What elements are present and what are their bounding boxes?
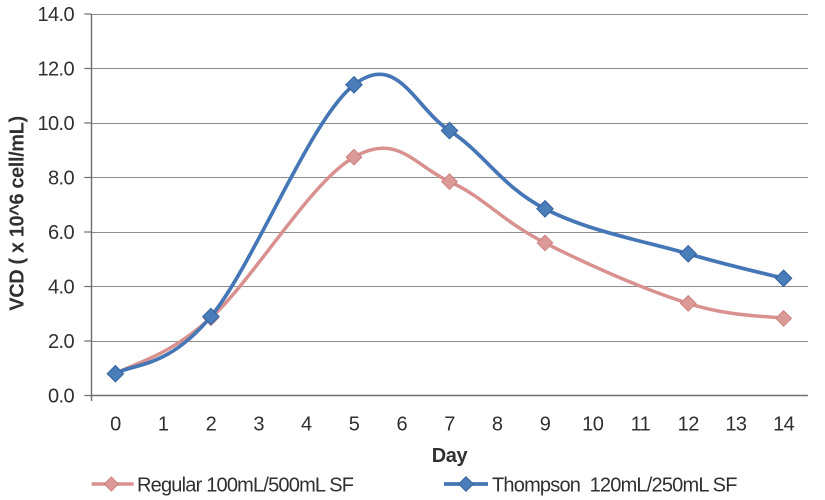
svg-text:Thompson 120mL/250mL SF: Thompson 120mL/250mL SF <box>492 475 737 497</box>
svg-text:Day: Day <box>432 445 469 467</box>
svg-text:3: 3 <box>253 413 264 435</box>
svg-text:10.0: 10.0 <box>37 113 74 135</box>
svg-text:14.0: 14.0 <box>37 4 74 26</box>
svg-text:6: 6 <box>397 413 408 435</box>
svg-text:1: 1 <box>158 413 169 435</box>
svg-text:14: 14 <box>773 413 795 435</box>
svg-text:VCD ( x 10^6 cell/mL): VCD ( x 10^6 cell/mL) <box>7 116 29 310</box>
svg-text:5: 5 <box>349 413 360 435</box>
svg-text:0: 0 <box>110 413 121 435</box>
svg-text:0.0: 0.0 <box>48 385 74 407</box>
svg-text:2.0: 2.0 <box>48 331 74 353</box>
svg-text:7: 7 <box>444 413 455 435</box>
svg-text:11: 11 <box>631 413 651 435</box>
svg-text:8.0: 8.0 <box>48 167 74 189</box>
svg-text:10: 10 <box>582 413 604 435</box>
svg-text:13: 13 <box>725 413 747 435</box>
svg-text:12: 12 <box>678 413 700 435</box>
svg-text:6.0: 6.0 <box>48 222 74 244</box>
svg-text:12.0: 12.0 <box>37 58 74 80</box>
svg-text:Regular 100mL/500mL SF: Regular 100mL/500mL SF <box>137 475 354 497</box>
svg-text:8: 8 <box>492 413 503 435</box>
svg-text:9: 9 <box>540 413 551 435</box>
svg-text:4: 4 <box>301 413 312 435</box>
svg-text:2: 2 <box>206 413 217 435</box>
svg-text:4.0: 4.0 <box>48 276 74 298</box>
